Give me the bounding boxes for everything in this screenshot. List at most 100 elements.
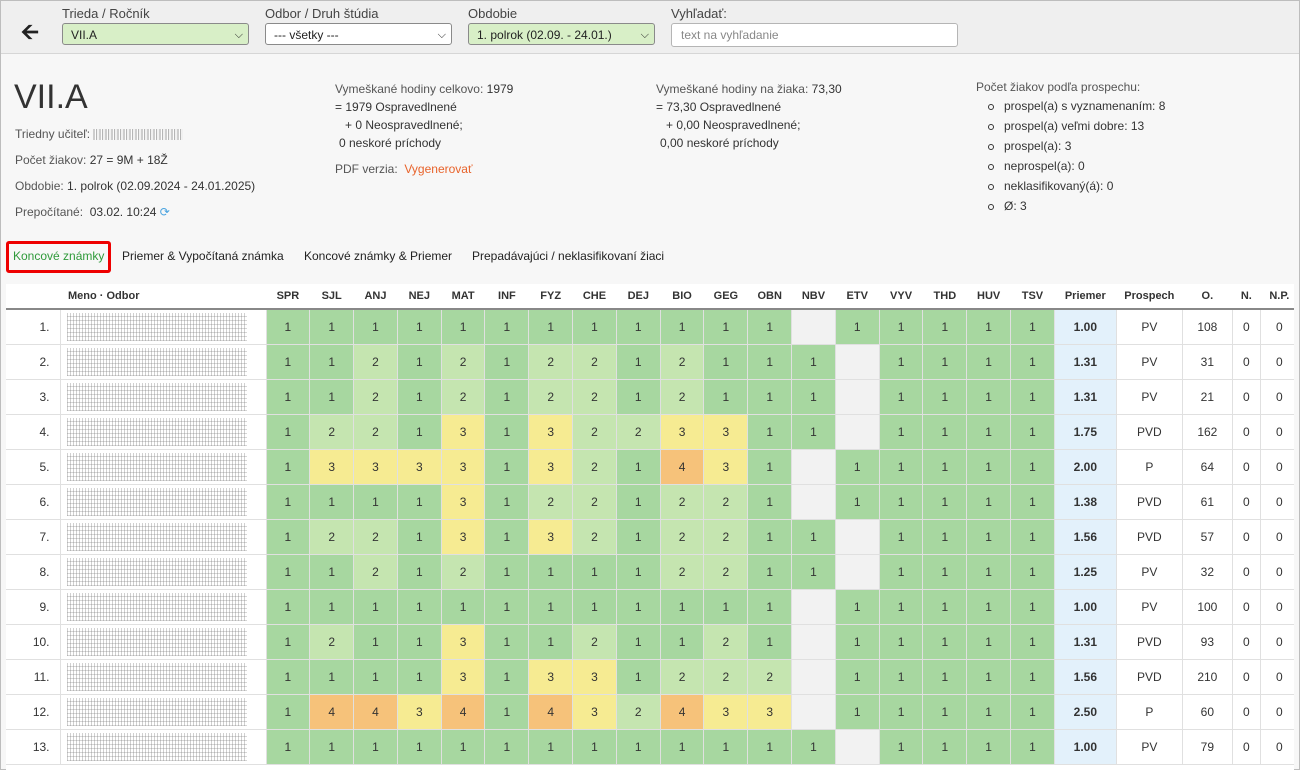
- tab-average-grade[interactable]: Priemer & Vypočítaná známka: [122, 249, 284, 263]
- grade-cell-geg: 3: [703, 694, 749, 730]
- grade-cell-fyz: 1: [528, 554, 574, 590]
- column-header-average[interactable]: Priemer: [1054, 284, 1117, 310]
- column-header-bio[interactable]: BIO: [660, 284, 704, 310]
- column-header-etv[interactable]: ETV: [835, 284, 880, 310]
- column-header-index[interactable]: [6, 284, 60, 310]
- table-row[interactable]: 10. 1 2 1 1 3 1 1 2 1 1 2 1 1 1 1 1 1 1.31 PVD 93 0 0: [6, 624, 1294, 660]
- grade-cell-nbv: 1: [791, 344, 836, 380]
- column-header-sjl[interactable]: SJL: [309, 284, 354, 310]
- tab-final-and-average[interactable]: Koncové známky & Priemer: [304, 249, 453, 263]
- excused-hours-cell: 61: [1181, 484, 1233, 520]
- unexcused-hours-cell: 0: [1231, 344, 1261, 380]
- result-cell: PV: [1115, 379, 1183, 415]
- column-header-spr[interactable]: SPR: [266, 284, 310, 310]
- column-header-che[interactable]: CHE: [572, 284, 617, 310]
- pdf-generate-link[interactable]: Vygenerovať: [404, 162, 473, 176]
- table-row[interactable]: 1. 1 1 1 1 1 1 1 1 1 1 1 1 1 1 1 1 1 1.00 PV 108 0 0: [6, 308, 1294, 345]
- column-header-obn[interactable]: OBN: [747, 284, 792, 310]
- table-row[interactable]: 7. 1 2 2 1 3 1 3 2 1 2 2 1 1 1 1 1 1 1.56 PVD 57 0 0: [6, 519, 1294, 555]
- table-row[interactable]: 6. 1 1 1 1 3 1 2 2 1 2 2 1 1 1 1 1 1 1.38 PVD 61 0 0: [6, 484, 1294, 520]
- student-name: [59, 379, 267, 415]
- tab-failing-students[interactable]: Prepadávajúci / neklasifikovaní žiaci: [472, 249, 665, 263]
- row-index: 11.: [6, 659, 61, 695]
- column-header-mat[interactable]: MAT: [441, 284, 485, 310]
- grade-cell-vyv: 1: [878, 659, 924, 695]
- column-header-thd[interactable]: THD: [922, 284, 967, 310]
- table-row[interactable]: 4. 1 2 2 1 3 1 3 2 2 3 3 1 1 1 1 1 1 1.75 PVD 162 0 0: [6, 414, 1294, 450]
- average-cell: 2.50: [1053, 694, 1117, 730]
- grade-cell-sjl: 1: [309, 729, 355, 765]
- student-name-redacted: [66, 593, 247, 621]
- late-arrivals-cell: 0: [1259, 624, 1294, 660]
- refresh-icon[interactable]: ⟳: [159, 205, 170, 219]
- grade-cell-sjl: 1: [309, 554, 355, 590]
- grade-cell-dej: 1: [615, 554, 661, 590]
- column-header-dej[interactable]: DEJ: [616, 284, 661, 310]
- grade-cell-sjl: 2: [309, 624, 355, 660]
- table-row[interactable]: 11. 1 1 1 1 3 1 3 3 1 2 2 2 1 1 1 1 1 1.56 PVD 210 0 0: [6, 659, 1294, 695]
- student-name-redacted: [66, 348, 247, 376]
- row-index: 5.: [6, 449, 61, 485]
- table-row[interactable]: 2. 1 1 2 1 2 1 2 2 1 2 1 1 1 1 1 1 1 1.31 PV 31 0 0: [6, 344, 1294, 380]
- absence-total-excused: = 1979 Ospravedlnené: [335, 100, 457, 114]
- grade-cell-anj: 2: [353, 344, 398, 380]
- grade-cell-bio: 1: [659, 308, 705, 345]
- grade-cell-nej: 1: [396, 308, 442, 345]
- table-row[interactable]: 8. 1 1 2 1 2 1 1 1 1 2 2 1 1 1 1 1 1 1.25 PV 32 0 0: [6, 554, 1294, 590]
- grade-cell-obn: 1: [747, 449, 793, 485]
- grade-cell-che: 2: [572, 519, 617, 555]
- grade-cell-fyz: 3: [528, 449, 574, 485]
- grade-cell-huv: 1: [966, 414, 1012, 450]
- arrow-left-icon[interactable]: 🡨: [21, 19, 39, 44]
- grade-cell-dej: 1: [615, 624, 661, 660]
- column-header-nbv[interactable]: NBV: [791, 284, 836, 310]
- field-select[interactable]: --- všetky --- ⌵: [265, 23, 452, 45]
- search-input[interactable]: text na vyhľadanie: [671, 23, 958, 47]
- grade-cell-etv: 1: [834, 624, 880, 660]
- column-header-unexcused[interactable]: N.: [1232, 284, 1261, 310]
- grade-cell-che: 2: [572, 414, 617, 450]
- grade-cell-spr: 1: [265, 519, 311, 555]
- table-row[interactable]: 12. 1 4 4 3 4 1 4 3 2 4 3 3 1 1 1 1 1 2.50 P 60 0 0: [6, 694, 1294, 730]
- period-select[interactable]: 1. polrok (02.09. - 24.01.) ⌵: [468, 23, 655, 45]
- students-label: Počet žiakov:: [15, 153, 87, 167]
- grade-cell-nbv: [791, 484, 836, 520]
- search-placeholder: text na vyhľadanie: [681, 28, 779, 42]
- grade-cell-nbv: [791, 624, 836, 660]
- grade-cell-thd: 1: [922, 624, 968, 660]
- column-header-fyz[interactable]: FYZ: [528, 284, 573, 310]
- column-header-excused[interactable]: O.: [1182, 284, 1233, 310]
- performance-summary: Počet žiakov podľa prospechu: prospel(a)…: [976, 78, 1165, 216]
- tab-final-grades[interactable]: Koncové známky: [6, 241, 112, 273]
- grade-cell-anj: 2: [353, 519, 398, 555]
- grade-cell-sjl: 2: [309, 519, 355, 555]
- class-select[interactable]: VII.A ⌵: [62, 23, 249, 45]
- column-header-tsv[interactable]: TSV: [1010, 284, 1055, 310]
- class-filter-label: Trieda / Ročník: [62, 6, 150, 21]
- recalc-label: Prepočítané:: [15, 205, 84, 219]
- grade-cell-bio: 4: [659, 694, 705, 730]
- column-header-anj[interactable]: ANJ: [353, 284, 398, 310]
- student-name: [59, 449, 267, 485]
- column-header-geg[interactable]: GEG: [703, 284, 748, 310]
- student-name-redacted: [66, 558, 247, 586]
- column-header-unexcused-late[interactable]: N.P.: [1260, 284, 1294, 310]
- list-item: prospel(a): 3: [976, 136, 1165, 156]
- table-row[interactable]: 5. 1 3 3 3 3 1 3 2 1 4 3 1 1 1 1 1 1 2.00 P 64 0 0: [6, 449, 1294, 485]
- grade-cell-obn: 1: [747, 624, 793, 660]
- column-header-nej[interactable]: NEJ: [397, 284, 442, 310]
- absence-student-unexcused: + 0,00 Neospravedlnené;: [666, 118, 801, 132]
- table-row[interactable]: 3. 1 1 2 1 2 1 2 2 1 2 1 1 1 1 1 1 1 1.31 PV 21 0 0: [6, 379, 1294, 415]
- column-header-inf[interactable]: INF: [484, 284, 529, 310]
- table-row[interactable]: 13. 1 1 1 1 1 1 1 1 1 1 1 1 1 1 1 1 1 1.00 PV 79 0 0: [6, 729, 1294, 765]
- column-header-huv[interactable]: HUV: [966, 284, 1011, 310]
- table-row[interactable]: 9. 1 1 1 1 1 1 1 1 1 1 1 1 1 1 1 1 1 1.00 PV 100 0 0: [6, 589, 1294, 625]
- grade-cell-che: 2: [572, 344, 617, 380]
- grade-cell-nej: 1: [396, 589, 442, 625]
- grade-cell-obn: 3: [747, 694, 793, 730]
- column-header-vyv[interactable]: VYV: [879, 284, 923, 310]
- search-filter: Vyhľadať: text na vyhľadanie: [671, 6, 958, 47]
- teacher-row: Triedny učiteľ:: [15, 121, 255, 147]
- column-header-result[interactable]: Prospech: [1116, 284, 1183, 310]
- column-header-name[interactable]: Meno · Odbor: [60, 284, 266, 310]
